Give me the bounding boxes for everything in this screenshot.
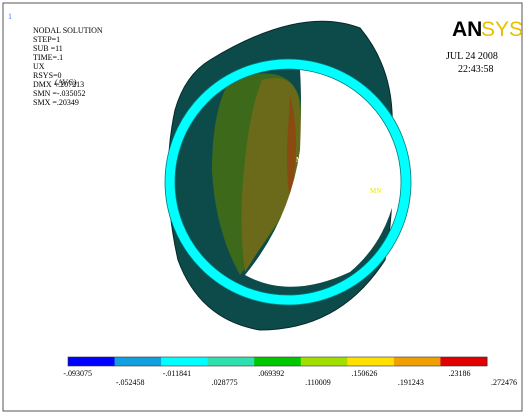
legend-band	[208, 357, 255, 366]
legend-band	[115, 357, 162, 366]
info-line: SMN =-.035052	[33, 89, 86, 98]
legend-label: .272476	[491, 378, 517, 387]
date: JUL 24 2008	[446, 51, 498, 62]
info-line: STEP=1	[33, 35, 60, 44]
graphics-area: 1 NODAL SOLUTIONSTEP=1SUB =11TIME=.1UXRS…	[0, 0, 526, 415]
legend-label: .191243	[398, 378, 424, 387]
info-line: SMX =.20349	[33, 98, 79, 107]
legend-label: -.093075	[63, 369, 92, 378]
legend-band	[394, 357, 441, 366]
avg-label: (AVG)	[55, 78, 77, 87]
legend-band	[254, 357, 301, 366]
time: 22:43:58	[458, 64, 494, 75]
logo: AN SYS	[452, 18, 523, 41]
ansys-window: 1 NODAL SOLUTIONSTEP=1SUB =11TIME=.1UXRS…	[0, 0, 526, 415]
logo-an: AN	[452, 18, 482, 41]
legend-label: .069392	[258, 369, 284, 378]
max-marker: MX	[296, 156, 307, 164]
info-line: UX	[33, 62, 45, 71]
legend-band	[68, 357, 115, 366]
contour-legend: -.093075 -.052458 -.011841 .028775 .069392 .1…	[63, 357, 517, 387]
legend-label: .23186	[448, 369, 470, 378]
info-line: SUB =11	[33, 44, 63, 53]
info-line: TIME=.1	[33, 53, 63, 62]
legend-label: .150626	[351, 369, 377, 378]
legend-label: .110009	[305, 378, 331, 387]
legend-label: -.011841	[163, 369, 191, 378]
model	[165, 21, 411, 330]
min-marker: MN	[370, 187, 381, 195]
window-number: 1	[8, 12, 12, 21]
info-line: NODAL SOLUTION	[33, 26, 103, 35]
legend-band	[347, 357, 394, 366]
legend-band	[161, 357, 208, 366]
legend-band	[301, 357, 348, 366]
legend-label: .028775	[212, 378, 238, 387]
legend-label: -.052458	[116, 378, 145, 387]
legend-band	[440, 357, 487, 366]
logo-sys: SYS	[481, 18, 523, 41]
